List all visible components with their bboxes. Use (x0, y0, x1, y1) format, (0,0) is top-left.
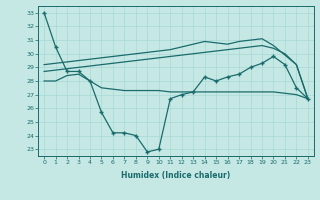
X-axis label: Humidex (Indice chaleur): Humidex (Indice chaleur) (121, 171, 231, 180)
